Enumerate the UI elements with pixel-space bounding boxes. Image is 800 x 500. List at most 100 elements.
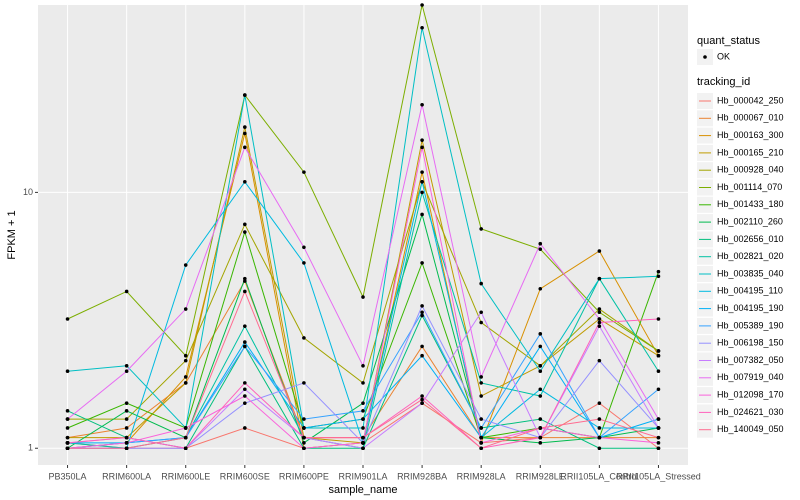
data-point (243, 93, 247, 97)
data-point (656, 446, 661, 451)
data-point (479, 227, 483, 231)
x-tick-label: RRII105LA_Control (560, 471, 638, 481)
legend-label: Hb_000067_010 (717, 113, 784, 123)
legend-label: Hb_006198_150 (717, 338, 784, 348)
data-point (243, 401, 247, 405)
data-point (420, 179, 424, 184)
y-axis-title: FPKM + 1 (6, 210, 18, 259)
y-tick-label: 10 (23, 187, 33, 197)
data-point (183, 381, 188, 385)
data-point (243, 324, 247, 328)
data-point (361, 381, 365, 385)
legend-title: quant_status (697, 35, 760, 47)
x-tick-label: RRIM600LA (102, 471, 151, 481)
data-point (124, 441, 129, 445)
data-point (361, 401, 365, 405)
data-point (479, 417, 483, 421)
data-point (124, 401, 129, 405)
data-point (243, 426, 247, 430)
x-tick-label: RRIM600SE (220, 471, 270, 481)
data-point (124, 369, 129, 374)
legend-label: Hb_007919_040 (717, 372, 784, 382)
data-point (243, 387, 247, 392)
data-point (420, 170, 424, 174)
data-point (124, 446, 129, 451)
data-point (361, 426, 365, 430)
data-point (183, 353, 188, 358)
data-point (302, 426, 306, 430)
data-point (183, 375, 188, 379)
data-point (597, 310, 602, 315)
data-point (420, 261, 424, 265)
legend-title: tracking_id (697, 76, 750, 88)
legend-label: Hb_004195_110 (717, 286, 783, 296)
data-point (243, 276, 247, 281)
legend-label: Hb_140049_050 (717, 424, 784, 434)
data-point (302, 435, 306, 440)
data-point (65, 369, 70, 374)
data-point (538, 369, 543, 374)
data-point (597, 249, 602, 253)
data-point (656, 349, 661, 353)
data-point (479, 281, 483, 286)
data-point (420, 190, 424, 195)
data-point (420, 353, 424, 358)
legend-label: Hb_012098_170 (717, 389, 784, 399)
data-point (183, 446, 188, 451)
data-point (479, 435, 483, 440)
data-point (420, 394, 424, 398)
data-point (597, 401, 602, 405)
data-point (183, 263, 188, 267)
legend-label: Hb_001433_180 (717, 199, 784, 209)
data-point (243, 289, 247, 294)
data-point (420, 212, 424, 217)
x-tick-label: RRIM901LA (338, 471, 387, 481)
data-point (243, 179, 247, 184)
y-tick-label: 1 (28, 443, 33, 453)
data-point (538, 441, 543, 445)
x-tick-label: RRIM928LE (516, 471, 565, 481)
legend-label: Hb_002821_020 (717, 251, 784, 261)
data-point (420, 397, 424, 402)
data-point (243, 145, 247, 150)
data-point (538, 344, 543, 349)
data-point (183, 358, 188, 363)
data-point (65, 446, 70, 451)
data-point (538, 332, 543, 336)
data-point (243, 131, 247, 136)
x-tick-label: RRIM600LE (161, 471, 210, 481)
data-point (183, 307, 188, 311)
x-tick-label: PB350LA (49, 471, 87, 481)
data-point (597, 317, 602, 321)
data-point (302, 245, 306, 250)
data-point (538, 286, 543, 291)
data-point (538, 417, 543, 421)
data-point (420, 3, 424, 7)
data-point (302, 261, 306, 265)
legend-label: Hb_024621_030 (717, 407, 784, 417)
data-point (597, 358, 602, 363)
data-point (597, 417, 602, 421)
x-tick-label: RRIM600PE (279, 471, 329, 481)
data-point (656, 274, 661, 279)
data-point (656, 441, 661, 445)
data-point (361, 446, 365, 451)
data-point (538, 363, 543, 368)
data-point (420, 304, 424, 308)
data-point (538, 426, 543, 430)
data-point (538, 241, 543, 246)
data-point (597, 324, 602, 328)
data-point (302, 417, 306, 421)
legend-label: Hb_002656_010 (717, 234, 784, 244)
data-point (479, 320, 483, 325)
data-point (656, 353, 661, 358)
legend-label: Hb_000042_250 (717, 95, 784, 105)
data-point (479, 381, 483, 385)
legend-label: Hb_004195_190 (717, 303, 784, 313)
data-point (124, 426, 129, 430)
x-tick-label: RRIM928BA (397, 471, 447, 481)
legend-point (703, 55, 707, 59)
legend-label: Hb_001114_070 (717, 182, 782, 192)
data-point (420, 145, 424, 150)
legend-label: Hb_000165_210 (717, 147, 784, 157)
